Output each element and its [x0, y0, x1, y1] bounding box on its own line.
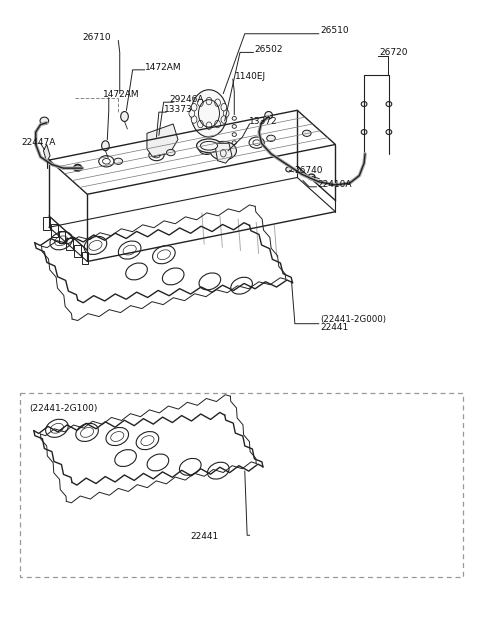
Text: 22447A: 22447A: [22, 138, 56, 146]
Circle shape: [198, 99, 203, 106]
Ellipse shape: [197, 139, 221, 152]
Ellipse shape: [73, 165, 82, 171]
Text: 22441: 22441: [320, 323, 348, 332]
Ellipse shape: [232, 141, 237, 144]
Ellipse shape: [232, 124, 237, 128]
Circle shape: [223, 109, 229, 117]
Text: 1140EJ: 1140EJ: [235, 72, 266, 81]
Circle shape: [215, 99, 220, 106]
Circle shape: [206, 122, 212, 129]
Ellipse shape: [40, 117, 48, 124]
Ellipse shape: [114, 158, 122, 164]
Text: 1472AM: 1472AM: [103, 90, 139, 99]
Text: 26740: 26740: [294, 166, 323, 175]
Ellipse shape: [361, 129, 367, 134]
Ellipse shape: [232, 132, 237, 136]
Circle shape: [198, 121, 203, 127]
Ellipse shape: [167, 149, 175, 156]
Text: 26510: 26510: [320, 26, 349, 35]
Ellipse shape: [386, 129, 392, 134]
Ellipse shape: [267, 135, 276, 141]
Circle shape: [191, 116, 197, 123]
Ellipse shape: [219, 143, 228, 149]
Text: 13373: 13373: [164, 104, 192, 114]
Polygon shape: [147, 124, 178, 157]
Text: 22441: 22441: [190, 532, 218, 541]
Polygon shape: [215, 143, 232, 163]
Circle shape: [206, 98, 212, 105]
Ellipse shape: [210, 141, 237, 160]
Text: (22441-2G100): (22441-2G100): [29, 404, 97, 414]
Text: (22441-2G000): (22441-2G000): [320, 315, 386, 324]
Text: 1472AM: 1472AM: [144, 64, 181, 72]
Circle shape: [189, 109, 195, 117]
Ellipse shape: [386, 102, 392, 106]
Ellipse shape: [286, 167, 291, 172]
Circle shape: [215, 121, 220, 127]
Text: 26720: 26720: [379, 48, 408, 57]
Circle shape: [120, 111, 128, 121]
Polygon shape: [43, 144, 50, 162]
Text: 22410A: 22410A: [317, 180, 352, 189]
Text: 26710: 26710: [83, 33, 111, 42]
Circle shape: [102, 141, 109, 151]
Ellipse shape: [302, 130, 311, 136]
Ellipse shape: [361, 102, 367, 106]
Circle shape: [191, 90, 227, 137]
Ellipse shape: [200, 141, 217, 150]
Circle shape: [221, 104, 227, 111]
Text: 13372: 13372: [249, 117, 277, 126]
Circle shape: [191, 104, 197, 111]
Ellipse shape: [232, 116, 237, 120]
Text: 29246A: 29246A: [169, 94, 204, 104]
Text: 26502: 26502: [254, 45, 283, 54]
Ellipse shape: [265, 111, 273, 119]
Circle shape: [221, 116, 227, 123]
